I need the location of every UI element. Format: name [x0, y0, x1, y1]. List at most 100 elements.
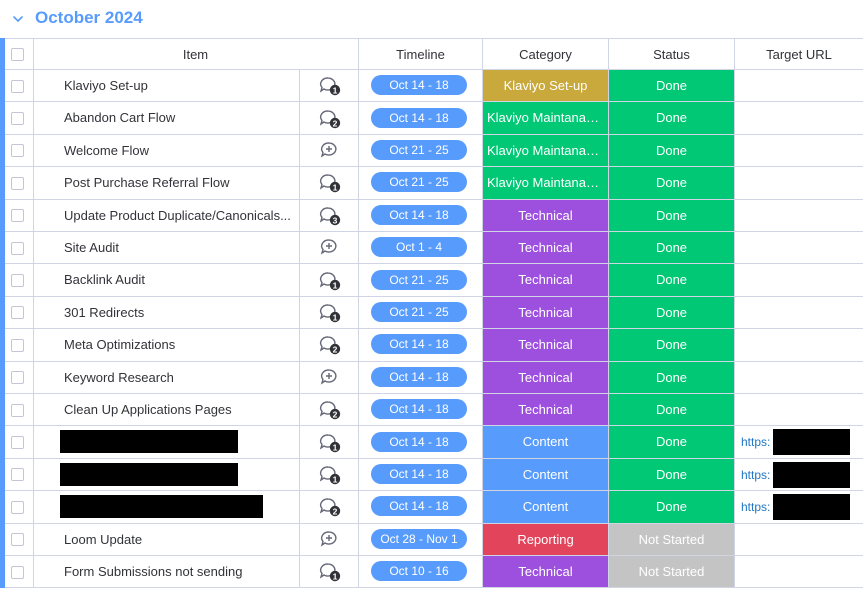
status-label[interactable]: Done: [609, 167, 734, 200]
status-label[interactable]: Not Started: [609, 556, 734, 589]
status-label[interactable]: Done: [609, 232, 734, 265]
row-checkbox[interactable]: [11, 144, 24, 158]
category-label[interactable]: Technical: [483, 232, 608, 265]
row-checkbox[interactable]: [11, 306, 24, 320]
item-name[interactable]: Form Submissions not sending: [64, 564, 243, 579]
updates-count-icon[interactable]: 2: [318, 334, 342, 356]
category-label[interactable]: Technical: [483, 394, 608, 427]
timeline-pill[interactable]: Oct 14 - 18: [371, 431, 467, 452]
updates-count-icon[interactable]: 1: [318, 432, 342, 454]
category-label[interactable]: Reporting: [483, 523, 608, 556]
timeline-pill[interactable]: Oct 21 - 25: [371, 269, 467, 290]
item-name[interactable]: Klaviyo Set-up: [64, 78, 148, 93]
timeline-pill[interactable]: Oct 1 - 4: [371, 237, 467, 258]
row-checkbox[interactable]: [11, 371, 24, 385]
target-url-link[interactable]: https:: [741, 435, 771, 450]
status-label[interactable]: Done: [609, 296, 734, 330]
timeline-pill[interactable]: Oct 14 - 18: [371, 496, 467, 517]
category-label[interactable]: Technical: [483, 361, 608, 394]
updates-count-icon[interactable]: 2: [318, 399, 342, 421]
status-label[interactable]: Not Started: [609, 523, 734, 556]
category-label[interactable]: Content: [483, 491, 608, 524]
target-url-link[interactable]: https:: [741, 467, 771, 482]
updates-count-icon[interactable]: 1: [318, 75, 342, 97]
item-name[interactable]: Update Product Duplicate/Canonicals...: [64, 207, 291, 223]
timeline-pill[interactable]: Oct 14 - 18: [371, 204, 467, 225]
row-checkbox[interactable]: [11, 112, 24, 126]
add-update-icon[interactable]: [318, 367, 342, 389]
item-name[interactable]: Clean Up Applications Pages: [64, 402, 232, 417]
item-name[interactable]: Abandon Cart Flow: [64, 110, 176, 126]
category-label[interactable]: Klaviyo Maintanan...: [483, 102, 608, 135]
timeline-pill[interactable]: Oct 14 - 18: [371, 107, 467, 128]
item-name[interactable]: Keyword Research: [64, 369, 174, 385]
row-checkbox[interactable]: [11, 500, 24, 514]
updates-count-icon[interactable]: 3: [318, 205, 342, 227]
column-header-target-url[interactable]: Target URL: [766, 47, 832, 62]
column-header-status[interactable]: Status: [609, 39, 735, 70]
row-checkbox[interactable]: [11, 176, 24, 190]
item-name[interactable]: Welcome Flow: [64, 142, 150, 158]
add-update-icon[interactable]: [318, 140, 342, 162]
status-label[interactable]: Done: [609, 264, 734, 297]
category-label[interactable]: Klaviyo Maintanan...: [483, 167, 608, 200]
category-label[interactable]: Technical: [483, 199, 608, 232]
category-label[interactable]: Klaviyo Set-up: [483, 70, 608, 103]
category-label[interactable]: Technical: [483, 296, 608, 330]
row-checkbox[interactable]: [11, 79, 24, 93]
updates-count-icon[interactable]: 2: [318, 496, 342, 518]
row-checkbox[interactable]: [11, 241, 24, 255]
row-checkbox[interactable]: [11, 403, 24, 417]
item-name[interactable]: 301 Redirects: [64, 304, 145, 320]
item-name[interactable]: Backlink Audit: [64, 272, 145, 288]
timeline-pill[interactable]: Oct 21 - 25: [371, 301, 467, 322]
row-checkbox[interactable]: [11, 468, 24, 482]
timeline-pill[interactable]: Oct 10 - 16: [371, 561, 467, 582]
column-header-category[interactable]: Category: [483, 39, 609, 70]
row-checkbox[interactable]: [11, 338, 24, 352]
timeline-pill[interactable]: Oct 14 - 18: [371, 75, 467, 96]
updates-count-icon[interactable]: 1: [318, 172, 342, 194]
updates-count-icon[interactable]: 1: [318, 270, 342, 292]
category-label[interactable]: Klaviyo Maintanan...: [483, 134, 608, 168]
status-label[interactable]: Done: [609, 329, 734, 362]
add-update-icon[interactable]: [318, 529, 342, 551]
add-update-icon[interactable]: [318, 237, 342, 259]
status-label[interactable]: Done: [609, 361, 734, 394]
category-label[interactable]: Technical: [483, 556, 608, 589]
status-label[interactable]: Done: [609, 70, 734, 103]
row-checkbox[interactable]: [11, 533, 24, 547]
timeline-pill[interactable]: Oct 14 - 18: [371, 399, 467, 420]
select-all-checkbox[interactable]: [11, 48, 24, 61]
item-name[interactable]: Meta Optimizations: [64, 337, 176, 353]
timeline-pill[interactable]: Oct 21 - 25: [371, 139, 467, 160]
timeline-pill[interactable]: Oct 14 - 18: [371, 366, 467, 387]
updates-count-icon[interactable]: 2: [318, 108, 342, 130]
updates-count-icon[interactable]: 1: [318, 302, 342, 324]
timeline-pill[interactable]: Oct 14 - 18: [371, 334, 467, 355]
status-label[interactable]: Done: [609, 199, 734, 232]
updates-count-icon[interactable]: 1: [318, 561, 342, 583]
row-checkbox[interactable]: [11, 274, 24, 288]
item-name[interactable]: Site Audit: [64, 240, 119, 255]
column-header-item[interactable]: Item: [33, 39, 359, 70]
category-label[interactable]: Technical: [483, 264, 608, 297]
timeline-pill[interactable]: Oct 14 - 18: [371, 463, 467, 484]
status-label[interactable]: Done: [609, 394, 734, 427]
chevron-down-icon[interactable]: [11, 12, 25, 26]
row-checkbox[interactable]: [11, 436, 24, 450]
category-label[interactable]: Technical: [483, 329, 608, 362]
status-label[interactable]: Done: [609, 102, 734, 135]
status-label[interactable]: Done: [609, 458, 734, 492]
target-url-link[interactable]: https:: [741, 500, 771, 515]
category-label[interactable]: Content: [483, 426, 608, 459]
category-label[interactable]: Content: [483, 458, 608, 492]
status-label[interactable]: Done: [609, 426, 734, 459]
status-label[interactable]: Done: [609, 491, 734, 524]
updates-count-icon[interactable]: 1: [318, 464, 342, 486]
row-checkbox[interactable]: [11, 209, 24, 223]
timeline-pill[interactable]: Oct 21 - 25: [371, 172, 467, 193]
column-header-timeline[interactable]: Timeline: [359, 39, 483, 70]
timeline-pill[interactable]: Oct 28 - Nov 1: [371, 528, 467, 549]
group-title[interactable]: October 2024: [35, 8, 143, 27]
